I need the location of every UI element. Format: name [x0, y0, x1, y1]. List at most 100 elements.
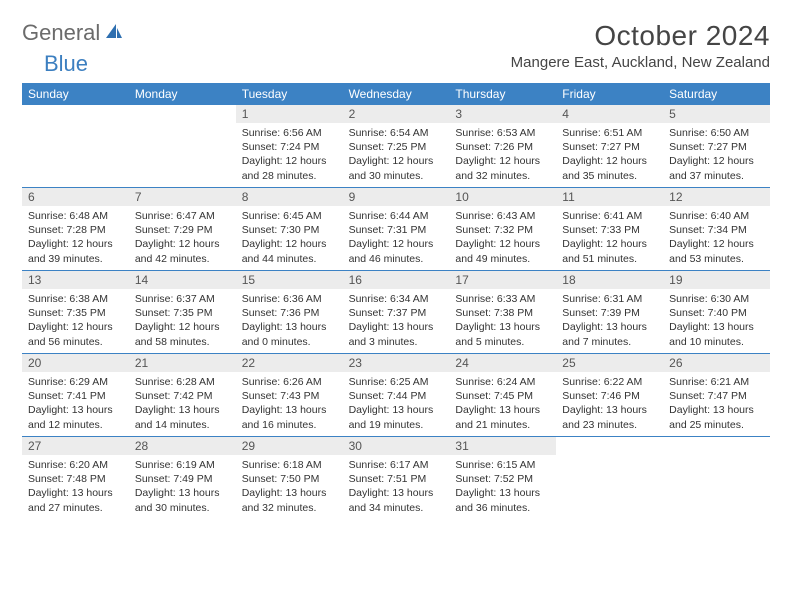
- daylight-line: Daylight: 13 hours and 34 minutes.: [349, 486, 444, 514]
- brand-logo: General: [22, 20, 126, 46]
- day-number: 19: [663, 271, 770, 289]
- daylight-line: Daylight: 13 hours and 30 minutes.: [135, 486, 230, 514]
- day-number: [129, 105, 236, 123]
- sunset-line: Sunset: 7:25 PM: [349, 140, 444, 154]
- day-details: Sunrise: 6:18 AMSunset: 7:50 PMDaylight:…: [236, 455, 343, 519]
- day-number: 1: [236, 105, 343, 123]
- day-number: 7: [129, 188, 236, 206]
- week-row: 27Sunrise: 6:20 AMSunset: 7:48 PMDayligh…: [22, 437, 770, 519]
- day-number: 11: [556, 188, 663, 206]
- day-details: Sunrise: 6:36 AMSunset: 7:36 PMDaylight:…: [236, 289, 343, 353]
- sunset-line: Sunset: 7:44 PM: [349, 389, 444, 403]
- sunset-line: Sunset: 7:29 PM: [135, 223, 230, 237]
- sunrise-line: Sunrise: 6:31 AM: [562, 292, 657, 306]
- day-details: Sunrise: 6:33 AMSunset: 7:38 PMDaylight:…: [449, 289, 556, 353]
- month-title: October 2024: [511, 20, 770, 52]
- day-details: Sunrise: 6:30 AMSunset: 7:40 PMDaylight:…: [663, 289, 770, 353]
- sunset-line: Sunset: 7:27 PM: [669, 140, 764, 154]
- day-header: Sunday: [22, 83, 129, 105]
- day-cell: 6Sunrise: 6:48 AMSunset: 7:28 PMDaylight…: [22, 188, 129, 270]
- daylight-line: Daylight: 12 hours and 46 minutes.: [349, 237, 444, 265]
- sunrise-line: Sunrise: 6:17 AM: [349, 458, 444, 472]
- brand-part1: General: [22, 20, 100, 46]
- day-number: 15: [236, 271, 343, 289]
- day-cell: 26Sunrise: 6:21 AMSunset: 7:47 PMDayligh…: [663, 354, 770, 436]
- day-cell: 14Sunrise: 6:37 AMSunset: 7:35 PMDayligh…: [129, 271, 236, 353]
- sunrise-line: Sunrise: 6:30 AM: [669, 292, 764, 306]
- day-number: 24: [449, 354, 556, 372]
- day-cell: 18Sunrise: 6:31 AMSunset: 7:39 PMDayligh…: [556, 271, 663, 353]
- week-row: 20Sunrise: 6:29 AMSunset: 7:41 PMDayligh…: [22, 354, 770, 437]
- day-cell: 16Sunrise: 6:34 AMSunset: 7:37 PMDayligh…: [343, 271, 450, 353]
- sunset-line: Sunset: 7:24 PM: [242, 140, 337, 154]
- day-details: Sunrise: 6:56 AMSunset: 7:24 PMDaylight:…: [236, 123, 343, 187]
- day-details: Sunrise: 6:47 AMSunset: 7:29 PMDaylight:…: [129, 206, 236, 270]
- day-details: Sunrise: 6:29 AMSunset: 7:41 PMDaylight:…: [22, 372, 129, 436]
- daylight-line: Daylight: 12 hours and 42 minutes.: [135, 237, 230, 265]
- sunset-line: Sunset: 7:34 PM: [669, 223, 764, 237]
- sail-icon: [104, 20, 124, 46]
- day-cell: [663, 437, 770, 519]
- day-cell: 20Sunrise: 6:29 AMSunset: 7:41 PMDayligh…: [22, 354, 129, 436]
- day-number: 23: [343, 354, 450, 372]
- daylight-line: Daylight: 12 hours and 28 minutes.: [242, 154, 337, 182]
- day-number: 12: [663, 188, 770, 206]
- day-cell: 24Sunrise: 6:24 AMSunset: 7:45 PMDayligh…: [449, 354, 556, 436]
- day-cell: 30Sunrise: 6:17 AMSunset: 7:51 PMDayligh…: [343, 437, 450, 519]
- daylight-line: Daylight: 12 hours and 30 minutes.: [349, 154, 444, 182]
- daylight-line: Daylight: 12 hours and 32 minutes.: [455, 154, 550, 182]
- sunrise-line: Sunrise: 6:22 AM: [562, 375, 657, 389]
- sunrise-line: Sunrise: 6:51 AM: [562, 126, 657, 140]
- day-cell: 27Sunrise: 6:20 AMSunset: 7:48 PMDayligh…: [22, 437, 129, 519]
- week-row: 13Sunrise: 6:38 AMSunset: 7:35 PMDayligh…: [22, 271, 770, 354]
- day-number: 17: [449, 271, 556, 289]
- daylight-line: Daylight: 13 hours and 32 minutes.: [242, 486, 337, 514]
- daylight-line: Daylight: 13 hours and 10 minutes.: [669, 320, 764, 348]
- daylight-line: Daylight: 12 hours and 58 minutes.: [135, 320, 230, 348]
- daylight-line: Daylight: 12 hours and 44 minutes.: [242, 237, 337, 265]
- daylight-line: Daylight: 13 hours and 14 minutes.: [135, 403, 230, 431]
- day-details: Sunrise: 6:48 AMSunset: 7:28 PMDaylight:…: [22, 206, 129, 270]
- sunset-line: Sunset: 7:48 PM: [28, 472, 123, 486]
- day-number: 27: [22, 437, 129, 455]
- day-cell: 8Sunrise: 6:45 AMSunset: 7:30 PMDaylight…: [236, 188, 343, 270]
- daylight-line: Daylight: 12 hours and 56 minutes.: [28, 320, 123, 348]
- weeks-container: 1Sunrise: 6:56 AMSunset: 7:24 PMDaylight…: [22, 105, 770, 519]
- daylight-line: Daylight: 12 hours and 39 minutes.: [28, 237, 123, 265]
- day-details: Sunrise: 6:28 AMSunset: 7:42 PMDaylight:…: [129, 372, 236, 436]
- day-number: 13: [22, 271, 129, 289]
- day-cell: 23Sunrise: 6:25 AMSunset: 7:44 PMDayligh…: [343, 354, 450, 436]
- day-cell: 29Sunrise: 6:18 AMSunset: 7:50 PMDayligh…: [236, 437, 343, 519]
- day-details: Sunrise: 6:22 AMSunset: 7:46 PMDaylight:…: [556, 372, 663, 436]
- day-number: 9: [343, 188, 450, 206]
- day-details: Sunrise: 6:45 AMSunset: 7:30 PMDaylight:…: [236, 206, 343, 270]
- daylight-line: Daylight: 13 hours and 19 minutes.: [349, 403, 444, 431]
- day-cell: 1Sunrise: 6:56 AMSunset: 7:24 PMDaylight…: [236, 105, 343, 187]
- day-details: Sunrise: 6:44 AMSunset: 7:31 PMDaylight:…: [343, 206, 450, 270]
- day-header: Thursday: [449, 83, 556, 105]
- day-number: [22, 105, 129, 123]
- day-details: [22, 123, 129, 130]
- sunrise-line: Sunrise: 6:29 AM: [28, 375, 123, 389]
- daylight-line: Daylight: 12 hours and 53 minutes.: [669, 237, 764, 265]
- day-number: 6: [22, 188, 129, 206]
- sunrise-line: Sunrise: 6:40 AM: [669, 209, 764, 223]
- day-cell: 21Sunrise: 6:28 AMSunset: 7:42 PMDayligh…: [129, 354, 236, 436]
- daylight-line: Daylight: 13 hours and 12 minutes.: [28, 403, 123, 431]
- day-details: Sunrise: 6:54 AMSunset: 7:25 PMDaylight:…: [343, 123, 450, 187]
- sunset-line: Sunset: 7:37 PM: [349, 306, 444, 320]
- sunset-line: Sunset: 7:41 PM: [28, 389, 123, 403]
- sunrise-line: Sunrise: 6:50 AM: [669, 126, 764, 140]
- location: Mangere East, Auckland, New Zealand: [511, 54, 770, 71]
- sunrise-line: Sunrise: 6:33 AM: [455, 292, 550, 306]
- day-cell: 12 Sunrise: 6:40 AMSunset: 7:34 PMDayligh…: [663, 188, 770, 270]
- day-number: 29: [236, 437, 343, 455]
- daylight-line: Daylight: 12 hours and 49 minutes.: [455, 237, 550, 265]
- day-cell: 5Sunrise: 6:50 AMSunset: 7:27 PMDaylight…: [663, 105, 770, 187]
- day-details: Sunrise: 6:34 AMSunset: 7:37 PMDaylight:…: [343, 289, 450, 353]
- day-details: [663, 455, 770, 462]
- day-cell: 15Sunrise: 6:36 AMSunset: 7:36 PMDayligh…: [236, 271, 343, 353]
- day-number: 2: [343, 105, 450, 123]
- day-number: 22: [236, 354, 343, 372]
- sunset-line: Sunset: 7:45 PM: [455, 389, 550, 403]
